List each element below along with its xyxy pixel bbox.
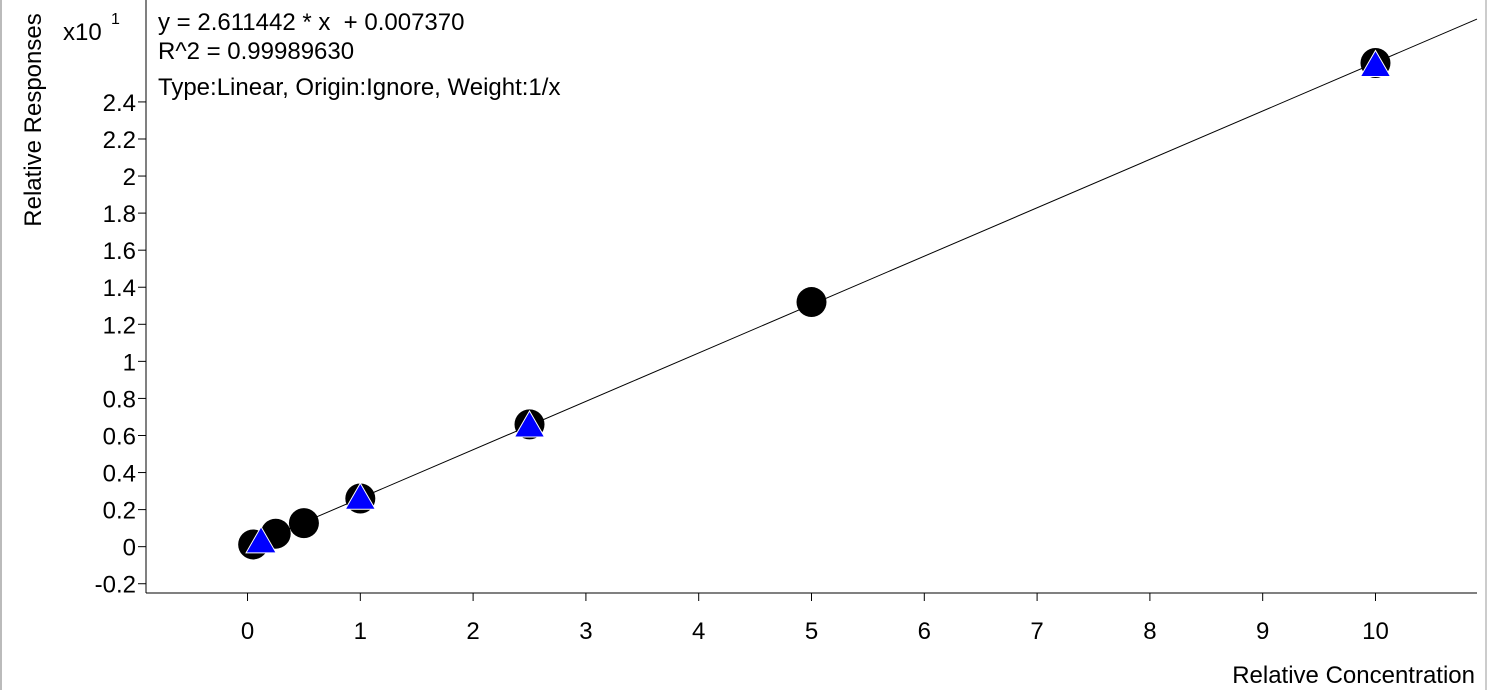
- triangle-data-point: [1359, 49, 1392, 78]
- y-tick-label: 0.2: [103, 498, 136, 525]
- x-tick-group: 0 1 2 3 4 5 6 7 8 9 10: [241, 593, 1389, 645]
- y-axis-title: Relative Responses: [20, 13, 47, 226]
- x-tick-label: 3: [579, 618, 592, 645]
- r-squared: R^2 = 0.99989630: [158, 38, 354, 65]
- x-tick-label: 8: [1143, 618, 1156, 645]
- y-multiplier-exponent: 1: [111, 11, 120, 28]
- y-tick-label: 1: [123, 349, 136, 376]
- y-tick-label: 1.4: [103, 275, 136, 302]
- triangle-data-point: [344, 482, 377, 510]
- circle-data-point: [288, 508, 319, 539]
- x-tick-label: 0: [241, 618, 254, 645]
- x-tick-label: 9: [1256, 618, 1269, 645]
- marker-group: [238, 48, 1392, 560]
- y-tick-label: -0.2: [95, 572, 136, 599]
- x-axis-title: Relative Concentration: [1232, 662, 1475, 689]
- y-multiplier-base: x10: [63, 19, 102, 46]
- x-tick-label: 4: [692, 618, 705, 645]
- y-tick-label: 1.6: [103, 238, 136, 265]
- y-tick-label: 0.8: [103, 386, 136, 413]
- x-tick-label: 6: [918, 618, 931, 645]
- x-tick-label: 7: [1030, 618, 1043, 645]
- x-tick-label: 1: [354, 618, 367, 645]
- y-tick-label: 0: [123, 535, 136, 562]
- x-tick-label: 2: [466, 618, 479, 645]
- y-tick-label: 1.8: [103, 201, 136, 228]
- fit-line: [247, 18, 1478, 547]
- y-tick-label: 2: [123, 164, 136, 191]
- y-tick-label: 2.2: [103, 127, 136, 154]
- y-tick-group: -0.2 0 0.2 0.4 0.6 0.8 1 1.2 1.4 1.6 1.8 2 2.2 2.4: [95, 90, 146, 599]
- triangle-data-point: [513, 409, 546, 438]
- fit-info: Type:Linear, Origin:Ignore, Weight:1/x: [158, 74, 560, 101]
- y-tick-label: 0.6: [103, 423, 136, 450]
- x-tick-label: 5: [805, 618, 818, 645]
- y-tick-label: 1.2: [103, 312, 136, 339]
- y-tick-label: 2.4: [103, 90, 136, 117]
- circle-data-point: [796, 287, 827, 318]
- x-tick-label: 10: [1362, 618, 1389, 645]
- fit-equation: y = 2.611442 * x + 0.007370: [158, 9, 464, 36]
- y-tick-label: 0.4: [103, 461, 136, 488]
- triangle-data-point: [245, 525, 277, 554]
